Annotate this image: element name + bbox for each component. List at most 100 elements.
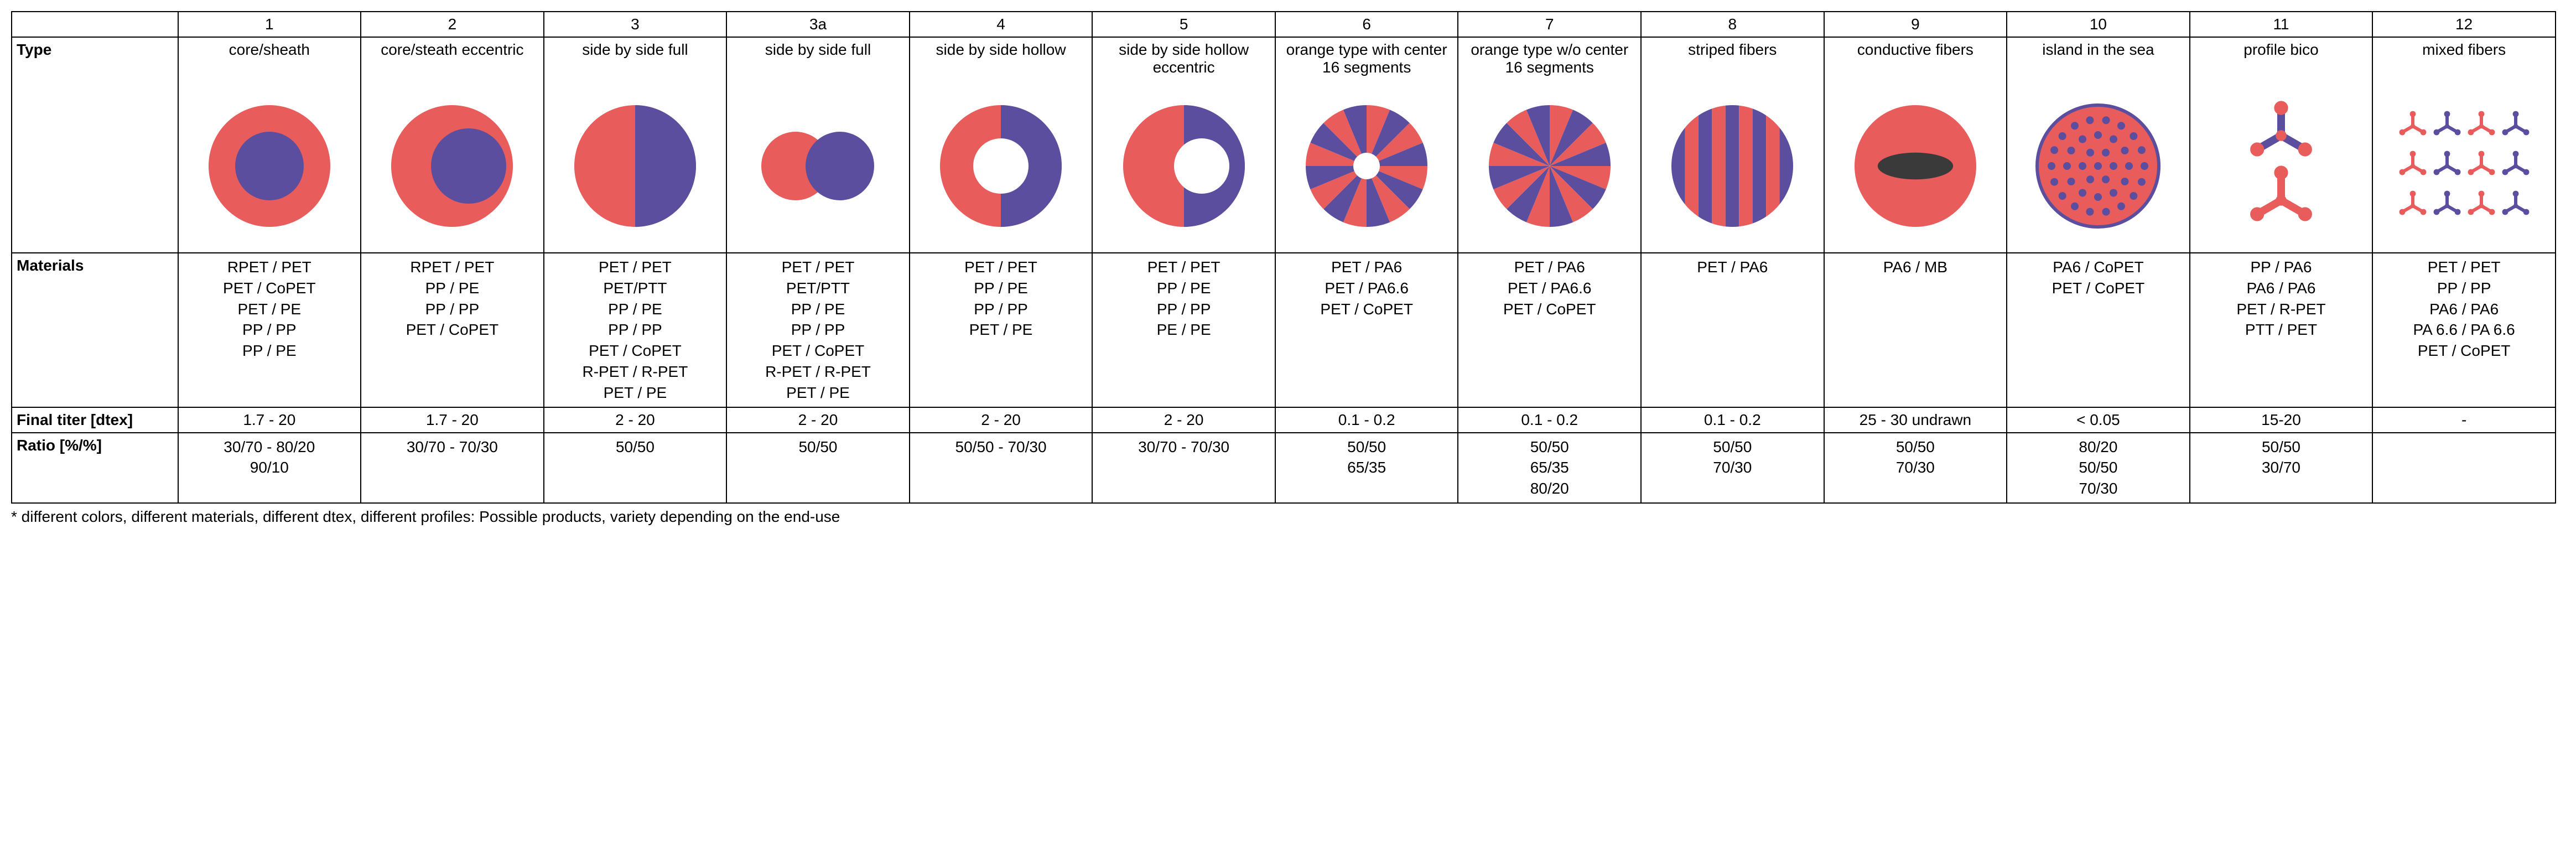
ratio-entry: 50/50 — [731, 437, 905, 458]
type-name: core/steath eccentric — [361, 37, 544, 80]
materials-cell: PET / PA6PET / PA6.6PET / CoPET — [1275, 253, 1458, 407]
fiber-cross-section-icon — [726, 80, 910, 253]
ratio-entry: 80/20 — [1463, 478, 1636, 499]
material-entry: PET / PA6.6 — [1280, 278, 1453, 299]
material-entry: PP / PP — [1097, 299, 1270, 320]
type-name: profile bico — [2190, 37, 2373, 80]
materials-cell: PET / PETPP / PEPP / PPPE / PE — [1092, 253, 1275, 407]
material-entry: PET / CoPET — [2377, 340, 2551, 361]
materials-cell: PET / PETPP / PPPA6 / PA6PA 6.6 / PA 6.6… — [2372, 253, 2556, 407]
ratio-cell: 30/70 - 70/30 — [361, 433, 544, 503]
fiber-cross-section-icon — [910, 80, 1093, 253]
material-entry: PET / CoPET — [2012, 278, 2185, 299]
row-label-type: Type — [12, 37, 178, 253]
materials-cell: PET / PETPET/PTTPP / PEPP / PPPET / CoPE… — [544, 253, 727, 407]
material-entry: PA6 / MB — [1829, 257, 2002, 278]
material-entry: PET / PET — [731, 257, 905, 278]
titer-cell: 2 - 20 — [726, 407, 910, 433]
material-entry: PP / PE — [549, 299, 722, 320]
material-entry: PA6 / PA6 — [2377, 299, 2551, 320]
ratio-cell: 50/5030/70 — [2190, 433, 2373, 503]
ratio-entry: 70/30 — [2012, 478, 2185, 499]
material-entry: PET / PA6 — [1463, 257, 1636, 278]
titer-cell: 1.7 - 20 — [178, 407, 361, 433]
col-number: 8 — [1641, 12, 1824, 37]
material-entry: PP / PP — [183, 319, 356, 340]
ratio-entry: 50/50 — [1829, 437, 2002, 458]
type-name: striped fibers — [1641, 37, 1824, 80]
material-entry: PET / PA6 — [1280, 257, 1453, 278]
ratio-cell: 50/50 — [726, 433, 910, 503]
material-entry: R-PET / R-PET — [731, 361, 905, 382]
header-blank — [12, 12, 178, 37]
type-name: orange type with center 16 segments — [1275, 37, 1458, 80]
material-entry: PE / PE — [1097, 319, 1270, 340]
material-entry: PET / CoPET — [366, 319, 539, 340]
materials-cell: RPET / PETPET / CoPETPET / PEPP / PPPP /… — [178, 253, 361, 407]
titer-cell: 0.1 - 0.2 — [1641, 407, 1824, 433]
materials-cell: PET / PA6 — [1641, 253, 1824, 407]
type-name: side by side hollow eccentric — [1092, 37, 1275, 80]
titer-cell: 15-20 — [2190, 407, 2373, 433]
fiber-cross-section-icon — [1824, 80, 2007, 253]
materials-cell: PET / PETPET/PTTPP / PEPP / PPPET / CoPE… — [726, 253, 910, 407]
table-footnote: * different colors, different materials,… — [11, 508, 2565, 526]
type-name: mixed fibers — [2372, 37, 2556, 80]
titer-cell: < 0.05 — [2007, 407, 2190, 433]
titer-cell: 0.1 - 0.2 — [1458, 407, 1641, 433]
fiber-cross-section-icon — [2007, 80, 2190, 253]
material-entry: PET / PET — [915, 257, 1088, 278]
type-name: side by side full — [544, 37, 727, 80]
material-entry: PP / PE — [731, 299, 905, 320]
ratio-cell: 50/5070/30 — [1824, 433, 2007, 503]
ratio-entry: 65/35 — [1463, 457, 1636, 478]
fiber-types-table: 1233a456789101112Typecore/sheathcore/ste… — [11, 11, 2556, 504]
col-number: 10 — [2007, 12, 2190, 37]
type-name: orange type w/o center 16 segments — [1458, 37, 1641, 80]
col-number: 6 — [1275, 12, 1458, 37]
material-entry: R-PET / R-PET — [549, 361, 722, 382]
row-label-titer: Final titer [dtex] — [12, 407, 178, 433]
ratio-entry: 70/30 — [1646, 457, 1819, 478]
materials-cell: PA6 / CoPETPET / CoPET — [2007, 253, 2190, 407]
ratio-entry: 50/50 — [2195, 437, 2368, 458]
ratio-entry: 65/35 — [1280, 457, 1453, 478]
material-entry: PET / CoPET — [731, 340, 905, 361]
material-entry: PET/PTT — [731, 278, 905, 299]
material-entry: PP / PE — [366, 278, 539, 299]
material-entry: PET / PA6.6 — [1463, 278, 1636, 299]
material-entry: PP / PA6 — [2195, 257, 2368, 278]
titer-cell: 1.7 - 20 — [361, 407, 544, 433]
type-name: side by side hollow — [910, 37, 1093, 80]
type-name: side by side full — [726, 37, 910, 80]
col-number: 9 — [1824, 12, 2007, 37]
ratio-entry: 30/70 - 70/30 — [1097, 437, 1270, 458]
col-number: 12 — [2372, 12, 2556, 37]
ratio-cell: 50/5070/30 — [1641, 433, 1824, 503]
fiber-cross-section-icon — [544, 80, 727, 253]
material-entry: PP / PE — [915, 278, 1088, 299]
ratio-entry: 50/50 — [1280, 437, 1453, 458]
fiber-cross-section-icon — [1092, 80, 1275, 253]
material-entry: PP / PP — [549, 319, 722, 340]
materials-cell: RPET / PETPP / PEPP / PPPET / CoPET — [361, 253, 544, 407]
ratio-cell: 30/70 - 80/2090/10 — [178, 433, 361, 503]
fiber-cross-section-icon — [2372, 80, 2556, 253]
col-number: 5 — [1092, 12, 1275, 37]
col-number: 2 — [361, 12, 544, 37]
ratio-entry: 50/50 — [2012, 457, 2185, 478]
ratio-cell: 50/50 - 70/30 — [910, 433, 1093, 503]
material-entry: PET / CoPET — [1463, 299, 1636, 320]
fiber-cross-section-icon — [1275, 80, 1458, 253]
ratio-entry: 30/70 - 80/20 — [183, 437, 356, 458]
material-entry: PET/PTT — [549, 278, 722, 299]
materials-cell: PET / PA6PET / PA6.6PET / CoPET — [1458, 253, 1641, 407]
ratio-cell: 50/5065/35 — [1275, 433, 1458, 503]
material-entry: RPET / PET — [183, 257, 356, 278]
ratio-cell: 50/50 — [544, 433, 727, 503]
material-entry: PP / PP — [915, 299, 1088, 320]
col-number: 3 — [544, 12, 727, 37]
row-label-materials: Materials — [12, 253, 178, 407]
material-entry: PP / PE — [1097, 278, 1270, 299]
ratio-entry: 30/70 - 70/30 — [366, 437, 539, 458]
